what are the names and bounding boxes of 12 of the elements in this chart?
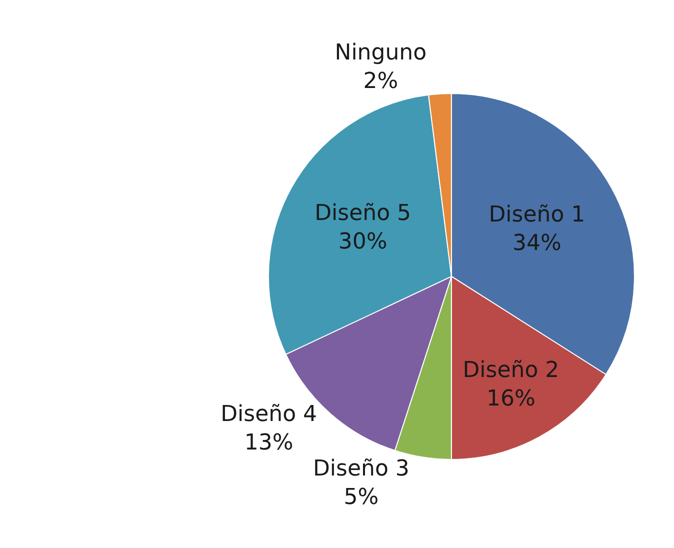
slice-label: Diseño 4: [220, 402, 318, 427]
data-label: 34%: [512, 231, 562, 256]
slice-label: Diseño 3: [312, 456, 410, 482]
slice-label: Ninguno: [334, 40, 427, 66]
data-label: 16%: [486, 386, 536, 412]
data-label: 5%: [344, 485, 379, 510]
slice-label: Diseño 1: [488, 202, 586, 228]
slice-label: Diseño 5: [314, 200, 412, 226]
data-label: 13%: [244, 430, 294, 456]
data-label: 2%: [363, 68, 398, 94]
slice-label: Diseño 2: [462, 358, 560, 383]
data-label: 30%: [338, 230, 388, 255]
